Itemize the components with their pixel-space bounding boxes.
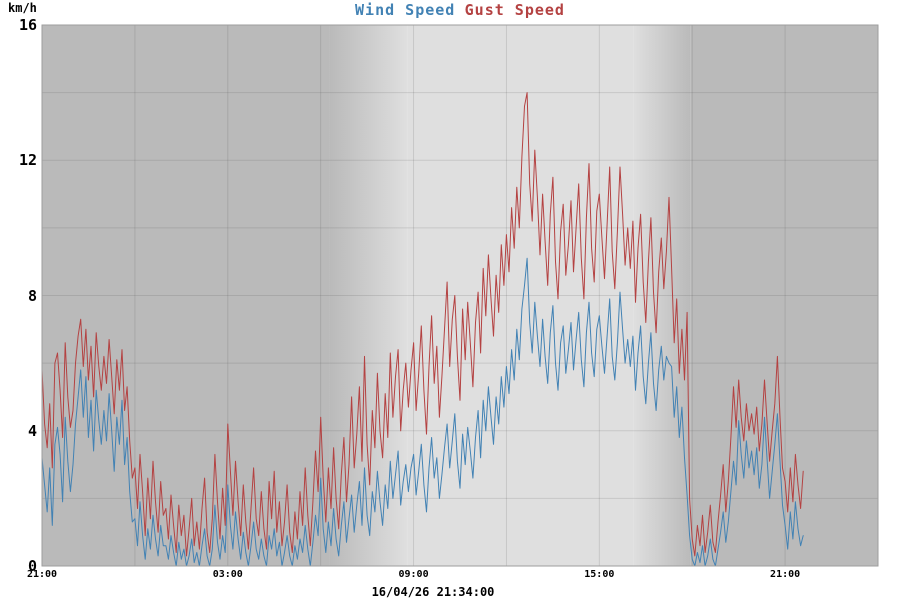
chart-title-wind-speed: Wind Speed: [355, 1, 456, 19]
x-tick-label: 15:00: [584, 569, 615, 580]
y-tick-label: 16: [18, 16, 37, 34]
x-tick-label: 21:00: [770, 569, 801, 580]
wind-speed-line: [41, 257, 804, 567]
plot-border: [41, 24, 879, 567]
y-tick-label: 8: [27, 286, 37, 305]
x-tick-label: 09:00: [398, 569, 429, 580]
gust-speed-line: [41, 92, 804, 557]
y-tick-label: 0: [27, 557, 37, 575]
x-tick-label: 03:00: [212, 569, 243, 580]
chart-title: Wind Speed Gust Speed: [42, 1, 878, 19]
generated-timestamp: 16/04/26 21:34:00: [371, 585, 495, 599]
y-tick-label: 12: [18, 151, 37, 170]
night-band-left: [42, 25, 330, 566]
y-tick-label: 4: [27, 421, 37, 440]
x-tick-label: 21:00: [26, 569, 58, 580]
chart-title-gust-speed: Gust Speed: [464, 1, 565, 19]
dusk-gradient-band: [633, 25, 691, 566]
y-axis-unit-label: km/h: [8, 1, 37, 15]
day-band: [407, 25, 634, 566]
